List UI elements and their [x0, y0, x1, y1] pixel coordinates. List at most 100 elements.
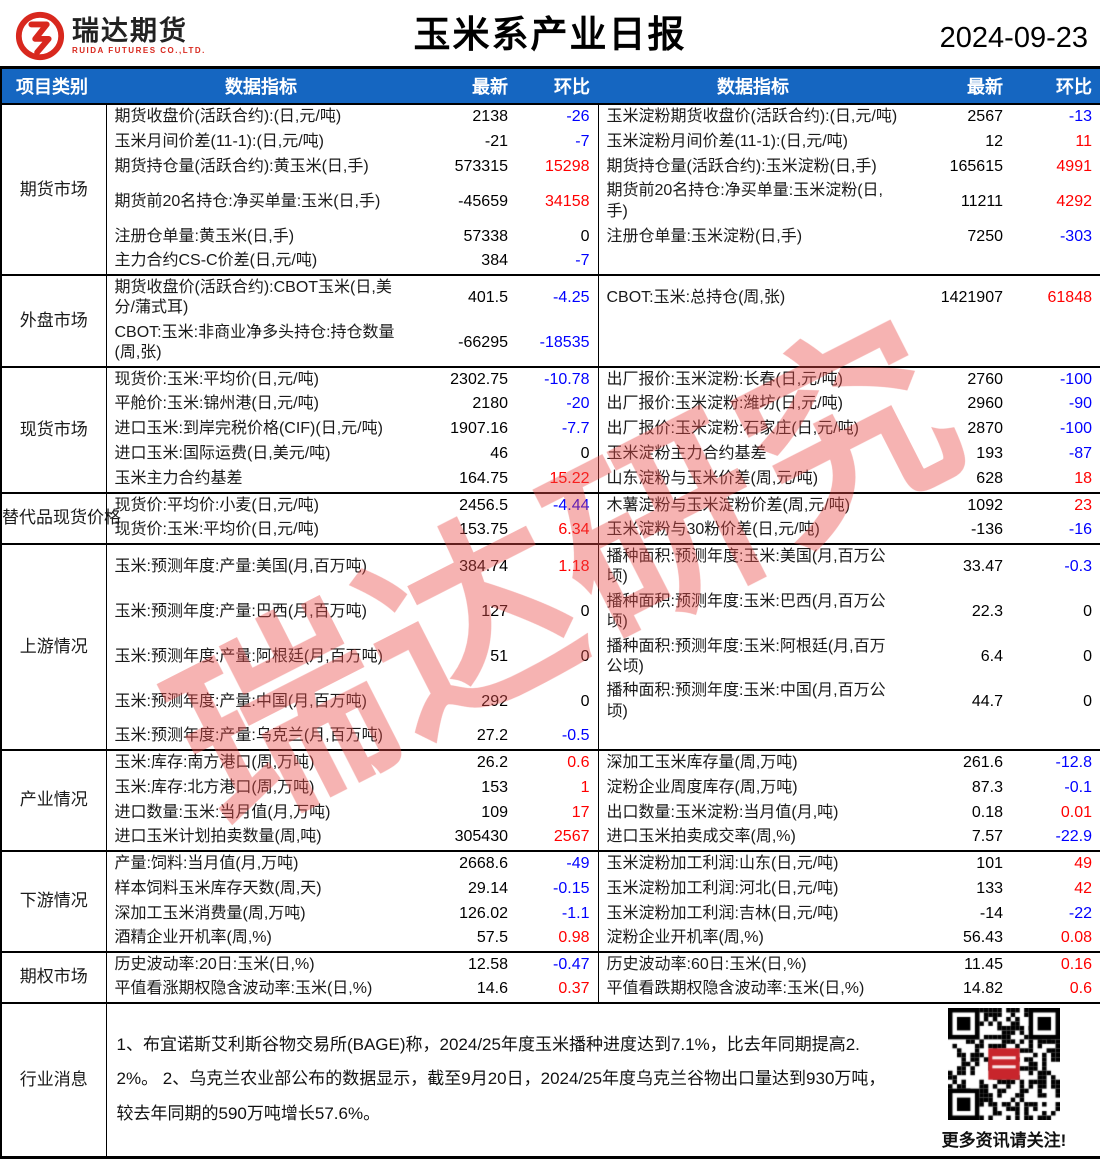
- chg-value: 42: [1074, 879, 1092, 897]
- indicator-label: 玉米:预测年度:产量:巴西(月,百万吨): [114, 602, 367, 620]
- latest-value: 0.18: [971, 803, 1003, 821]
- table-row: 进口玉米计划拍卖数量(周,吨) 305430 2567 进口玉米拍卖成交率(周,%) 7…: [1, 825, 1100, 851]
- chg-value: 15.22: [549, 470, 590, 488]
- chg-value: 23: [1074, 496, 1092, 514]
- indicator-label: 注册仓单量:黄玉米(日,手): [114, 227, 295, 245]
- chg-value: 0.01: [1060, 803, 1092, 821]
- brand-subtitle: RUIDA FUTURES CO.,LTD.: [72, 45, 206, 55]
- latest-value: 51: [490, 647, 508, 665]
- chg-value: 11: [1075, 132, 1092, 150]
- chg-value: 0: [580, 602, 590, 620]
- latest-value: 1092: [967, 496, 1003, 514]
- chg-value: -0.5: [561, 727, 590, 745]
- chg-value: -22.9: [1055, 828, 1092, 846]
- latest-value: 44.7: [971, 692, 1003, 710]
- col-header-chg-left: 环比: [516, 67, 598, 104]
- indicator-label: 现货价:玉米:平均价(日,元/吨): [114, 370, 319, 388]
- chg-value: 0: [1083, 647, 1092, 665]
- report-header: 瑞达期货 RUIDA FUTURES CO.,LTD. 玉米系产业日报 2024…: [0, 0, 1100, 66]
- indicator-label: 玉米淀粉加工利润:吉林(日,元/吨): [597, 901, 908, 927]
- chg-value: -4.25: [553, 289, 590, 307]
- latest-value: [908, 321, 1011, 367]
- chg-value: -0.15: [553, 879, 590, 897]
- table-row: 玉米:库存:北方港口(周,万吨) 153 1 淀粉企业周度库存(周,万吨) 87.3 -0…: [1, 775, 1100, 801]
- latest-value: 33.47: [962, 557, 1003, 575]
- chg-value: 0.6: [567, 753, 590, 771]
- section-0: 期货市场 期货收盘价(活跃合约):(日,元/吨) 2138 -26 玉米淀粉期货收盘价(…: [1, 104, 1100, 275]
- latest-value: -66295: [458, 334, 508, 352]
- table-row: 期货持仓量(活跃合约):黄玉米(日,手) 573315 15298 期货持仓量(活跃合…: [1, 154, 1100, 180]
- latest-value: 2960: [967, 395, 1003, 413]
- indicator-label: 玉米淀粉期货收盘价(活跃合约):(日,元/吨): [597, 104, 908, 130]
- latest-value: 384.74: [459, 557, 508, 575]
- section-6: 下游情况 产量:饲料:当月值(月,万吨) 2668.6 -49 玉米淀粉加工利润:山东(…: [1, 850, 1100, 952]
- latest-value: 56.43: [962, 929, 1003, 947]
- indicator-label: 玉米淀粉主力合约基差: [597, 442, 908, 468]
- indicator-label: 播种面积:预测年度:玉米:阿根廷(月,百万公顷): [597, 634, 908, 680]
- indicator-label: 出厂报价:玉米淀粉:石家庄(日,元/吨): [597, 417, 908, 443]
- indicator-label: 酒精企业开机率(周,%): [114, 929, 272, 947]
- latest-value: -14: [979, 904, 1003, 922]
- qr-area: 更多资讯请关注!: [908, 1003, 1100, 1158]
- latest-value: 14.82: [962, 980, 1003, 998]
- chg-value: 0: [580, 647, 590, 665]
- latest-value: 573315: [454, 157, 508, 175]
- chg-value: 17: [571, 803, 590, 821]
- latest-value: 165615: [949, 157, 1003, 175]
- indicator-label: 玉米:预测年度:产量:中国(月,百万吨): [114, 692, 367, 710]
- latest-value: 401.5: [467, 289, 508, 307]
- latest-value: [908, 724, 1011, 749]
- table-row: 外盘市场 期货收盘价(活跃合约):CBOT玉米(日,美分/蒲式耳) 401.5 -4.…: [1, 274, 1100, 367]
- latest-value: 133: [976, 879, 1003, 897]
- latest-value: 57338: [463, 227, 509, 245]
- latest-value: 2567: [967, 108, 1003, 125]
- table-row: CBOT:玉米:非商业净多头持仓:持仓数量(周,张) -66295 -18535: [1, 320, 1100, 367]
- chg-value: -16: [1068, 521, 1092, 539]
- section-3: 替代品现货价格 现货价:平均价:小麦(日,元/吨) 2456.5 -4.44 木薯淀粉与…: [1, 492, 1100, 544]
- table-row: 玉米主力合约基差 164.75 15.22 山东淀粉与玉米价差(周,元/吨) 628 18: [1, 467, 1100, 493]
- latest-value: 87.3: [971, 778, 1003, 796]
- latest-value: 14.6: [476, 980, 508, 998]
- indicator-label: [597, 724, 908, 750]
- indicator-label: 产量:饲料:当月值(月,万吨): [114, 854, 299, 872]
- section-category-label: 外盘市场: [1, 274, 107, 367]
- latest-value: 7250: [967, 227, 1003, 245]
- chg-value: 0: [580, 227, 590, 245]
- section-5: 产业情况 玉米:库存:南方港口(周,万吨) 26.2 0.6 深加工玉米库存量(周,万吨…: [1, 749, 1100, 851]
- indicator-label: 淀粉企业周度库存(周,万吨): [597, 775, 908, 801]
- latest-value: 384: [481, 252, 508, 270]
- indicator-label: 期货收盘价(活跃合约):CBOT玉米(日,美分/蒲式耳): [114, 278, 392, 317]
- indicator-label: 出厂报价:玉米淀粉:潍坊(日,元/吨): [597, 392, 908, 418]
- latest-value: 109: [481, 803, 508, 821]
- chg-value: 34158: [545, 192, 590, 210]
- chg-value: 0.98: [558, 929, 590, 947]
- indicator-label: 平值看涨期权隐含波动率:玉米(日,%): [114, 980, 373, 998]
- section-category-label: 产业情况: [1, 749, 107, 851]
- table-row: 现货价:玉米:平均价(日,元/吨) 153.75 6.34 玉米淀粉与30粉价差(日,…: [1, 518, 1100, 544]
- latest-value: 11.45: [964, 955, 1003, 973]
- indicator-label: 玉米:预测年度:产量:美国(月,百万吨): [114, 557, 367, 575]
- table-row: 平值看涨期权隐含波动率:玉米(日,%) 14.6 0.37 平值看跌期权隐含波动率:玉…: [1, 977, 1100, 1003]
- latest-value: 153.75: [459, 521, 508, 539]
- section-4: 上游情况 玉米:预测年度:产量:美国(月,百万吨) 384.74 1.18 播种面积:预…: [1, 543, 1100, 750]
- col-header-latest-right: 最新: [908, 67, 1011, 104]
- indicator-label: 主力合约CS-C价差(日,元/吨): [114, 252, 318, 270]
- chg-value: -10.78: [544, 370, 590, 388]
- col-header-chg-right: 环比: [1011, 67, 1100, 104]
- chg-value: 61848: [1047, 289, 1093, 307]
- indicator-label: 深加工玉米消费量(周,万吨): [114, 904, 306, 922]
- latest-value: 2138: [472, 108, 508, 125]
- chg-value: -7: [575, 252, 590, 270]
- latest-value: 26.2: [476, 753, 508, 771]
- latest-value: 22.3: [971, 602, 1003, 620]
- chg-value: 0: [1083, 692, 1092, 710]
- table-row: 进口数量:玉米:当月值(月,万吨) 109 17 出口数量:玉米淀粉:当月值(月,吨)…: [1, 800, 1100, 826]
- indicator-label: 进口玉米:到岸完税价格(CIF)(日,元/吨): [114, 420, 383, 438]
- brand-logo: 瑞达期货 RUIDA FUTURES CO.,LTD.: [14, 10, 206, 62]
- chg-value: 0.6: [1069, 980, 1092, 998]
- latest-value: 2456.5: [459, 496, 508, 514]
- latest-value: -136: [970, 521, 1003, 539]
- indicator-label: 玉米淀粉加工利润:河北(日,元/吨): [597, 876, 908, 902]
- latest-value: 628: [976, 470, 1003, 488]
- indicator-label: 玉米淀粉月间价差(11-1):(日,元/吨): [597, 129, 908, 155]
